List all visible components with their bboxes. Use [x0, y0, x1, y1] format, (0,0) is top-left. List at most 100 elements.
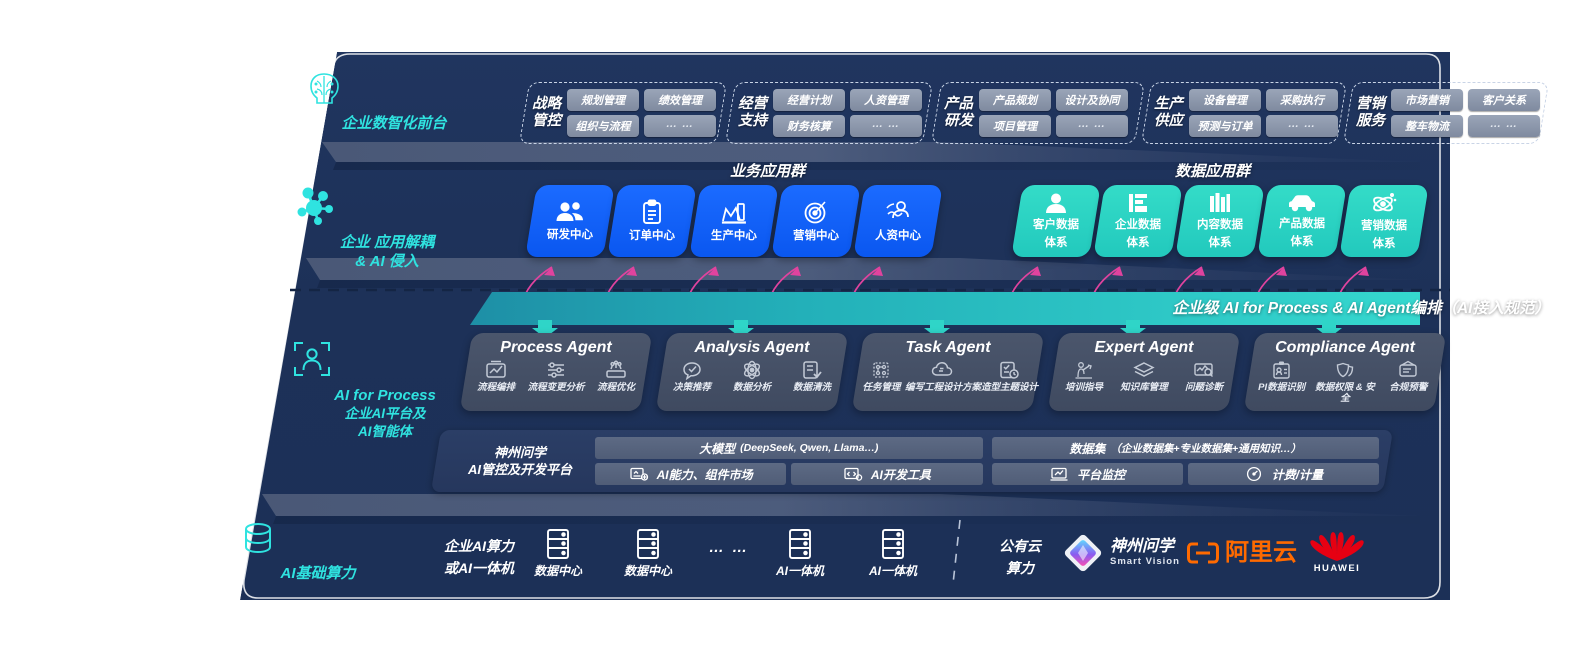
chip[interactable]: 规划管理	[567, 89, 639, 111]
data-card-label-2: 体系	[1290, 236, 1314, 248]
rail-label-infrastructure: AI基础算力	[280, 565, 356, 582]
agent-card-compliance[interactable]: Compliance Agent PI数据识别	[1243, 333, 1447, 411]
agent-item[interactable]: 流程优化	[586, 360, 646, 393]
agent-card-analysis[interactable]: Analysis Agent 决策推荐	[655, 333, 849, 411]
agent-item[interactable]: 流程编排	[466, 360, 526, 393]
agent-card-process[interactable]: Process Agent 流程编排	[459, 333, 653, 411]
rail-label-afp-3: AI智能体	[358, 424, 412, 439]
agent-item-label: 流程编排	[476, 382, 515, 393]
agent-item[interactable]: 合规预警	[1377, 360, 1440, 404]
agent-item[interactable]: 知识库管理	[1114, 360, 1174, 393]
agent-item-label: 流程优化	[596, 382, 635, 393]
agent-item[interactable]: PI数据识别	[1250, 360, 1313, 404]
top-group-operations[interactable]: 经营 支持 经营计划 人资管理 财务核算 … …	[724, 82, 934, 144]
app-card-marketing-center[interactable]: 营销中心	[771, 185, 861, 257]
infra-label: 数据中心	[623, 564, 672, 578]
app-card-hr-center[interactable]: 人资中心	[853, 185, 943, 257]
chip[interactable]: 绩效管理	[644, 89, 716, 111]
top-group-production-supply[interactable]: 生产 供应 设备管理 采购执行 预测与订单 … …	[1140, 82, 1348, 144]
platform-cell-monitor[interactable]: 平台监控	[991, 463, 1183, 485]
agent-item-label: 合规预警	[1389, 382, 1428, 393]
chip[interactable]: 客户关系	[1468, 89, 1540, 111]
factory-icon	[720, 200, 748, 225]
agent-card-task[interactable]: Task Agent 任务管理	[851, 333, 1045, 411]
agent-item[interactable]: 数据分析	[722, 360, 782, 393]
server-icon	[878, 528, 908, 560]
rail-infrastructure: AI基础算力	[238, 520, 398, 583]
model-bar[interactable]: 大模型 (DeepSeek, Qwen, Llama…)	[595, 437, 983, 459]
agent-item[interactable]: 造型主题设计	[981, 360, 1038, 393]
chip[interactable]: … …	[1056, 115, 1128, 137]
chip[interactable]: … …	[644, 115, 716, 137]
chip[interactable]: 经营计划	[773, 89, 845, 111]
app-card-label: 生产中心	[711, 229, 757, 242]
ai-platform-band: 神州问学 AI管控及开发平台 大模型 (DeepSeek, Qwen, Llam…	[430, 430, 1394, 492]
rail-decoupling: 企业 应用解耦 & AI 侵入	[292, 185, 482, 271]
chip[interactable]: 采购执行	[1266, 89, 1338, 111]
agent-card-expert[interactable]: Expert Agent 培训指导	[1047, 333, 1241, 411]
orchestration-banner	[470, 292, 1420, 325]
app-card-production-center[interactable]: 生产中心	[689, 185, 779, 257]
app-card-order-center[interactable]: 订单中心	[607, 185, 697, 257]
agent-item[interactable]: 问题诊断	[1174, 360, 1234, 393]
agent-title: Task Agent	[905, 339, 991, 356]
agent-item[interactable]: 数据清洗	[782, 360, 842, 393]
top-group-marketing-service[interactable]: 营销 服务 市场营销 客户关系 整车物流 … …	[1342, 82, 1550, 144]
shenzhou-wenxue-logo[interactable]: 神州问学 Smart Vision	[1062, 532, 1180, 574]
app-card-label: 营销中心	[793, 230, 839, 242]
chip[interactable]: 设备管理	[1189, 89, 1261, 111]
data-card-marketing[interactable]: 营销数据 体系	[1339, 185, 1429, 257]
aliyun-logo[interactable]: 阿里云	[1186, 540, 1297, 566]
top-group-strategy[interactable]: 战略 管控 规划管理 绩效管理 组织与流程 … …	[518, 82, 728, 144]
chip[interactable]: … …	[850, 115, 922, 137]
chip[interactable]: 设计及协同	[1056, 89, 1128, 111]
chip[interactable]: … …	[1468, 115, 1540, 137]
chip[interactable]: 产品规划	[979, 89, 1051, 111]
flow-chart-icon	[485, 360, 507, 380]
top-group-product-rd[interactable]: 产品 研发 产品规划 设计及协同 项目管理 … …	[930, 82, 1146, 144]
agent-item[interactable]: 数据权限 & 安全	[1313, 360, 1376, 404]
model-bar-sub: (DeepSeek, Qwen, Llama…)	[740, 442, 879, 454]
data-card-label-1: 内容数据	[1197, 219, 1243, 231]
agent-item-label: 问题诊断	[1184, 382, 1223, 393]
chip[interactable]: 组织与流程	[567, 115, 639, 137]
data-card-content[interactable]: 内容数据 体系	[1175, 185, 1265, 257]
agent-item[interactable]: 流程变更分析	[526, 360, 586, 393]
agent-item-label: 任务管理	[862, 382, 901, 393]
alert-doc-icon	[1397, 360, 1419, 380]
chip[interactable]: 整车物流	[1391, 115, 1463, 137]
data-card-label-1: 客户数据	[1033, 219, 1079, 231]
agent-item[interactable]: 培训指导	[1054, 360, 1114, 393]
top-group-chips: 设备管理 采购执行 预测与订单 … …	[1189, 89, 1338, 137]
huawei-logo[interactable]: HUAWEI	[1306, 528, 1368, 574]
chip[interactable]: 项目管理	[979, 115, 1051, 137]
data-card-customer[interactable]: 客户数据 体系	[1011, 185, 1101, 257]
app-card-label: 人资中心	[875, 230, 921, 242]
infra-item-ellipsis: … …	[692, 536, 766, 555]
agent-item[interactable]: 编写工程设计方案	[905, 360, 981, 393]
rail-label-afp-2: 企业AI平台及	[344, 406, 426, 421]
data-card-product[interactable]: 产品数据 体系	[1257, 185, 1347, 257]
infra-item-datacenter-1: 数据中心	[520, 528, 596, 579]
shield-overlap-icon	[1334, 360, 1356, 380]
app-card-rd-center[interactable]: 研发中心	[525, 185, 615, 257]
platform-cell-devtool[interactable]: AI开发工具	[791, 463, 983, 485]
dataset-bar[interactable]: 数据集 （企业数据集+专业数据集+通用知识…）	[991, 437, 1379, 459]
agent-item[interactable]: 决策推荐	[662, 360, 722, 393]
platform-brand-line2: AI管控及开发平台	[467, 462, 572, 477]
layers-icon	[1133, 360, 1155, 380]
data-card-enterprise[interactable]: 企业数据 体系	[1093, 185, 1183, 257]
platform-cell-billing[interactable]: 计费/计量	[1187, 463, 1379, 485]
platform-cell-market[interactable]: AI能力、组件市场	[595, 463, 787, 485]
chip[interactable]: 市场营销	[1391, 89, 1463, 111]
agent-item[interactable]: 任务管理	[858, 360, 905, 393]
chip[interactable]: 预测与订单	[1189, 115, 1261, 137]
chip[interactable]: 财务核算	[773, 115, 845, 137]
agent-item-label: 决策推荐	[672, 382, 711, 393]
market-icon	[629, 466, 649, 482]
chip[interactable]: 人资管理	[850, 89, 922, 111]
rail-label-front-office: 企业数智化前台	[341, 115, 447, 132]
rail-front-office: 企业数智化前台	[304, 70, 484, 133]
chip[interactable]: … …	[1266, 115, 1338, 137]
top-group-chips: 规划管理 绩效管理 组织与流程 … …	[567, 89, 716, 137]
